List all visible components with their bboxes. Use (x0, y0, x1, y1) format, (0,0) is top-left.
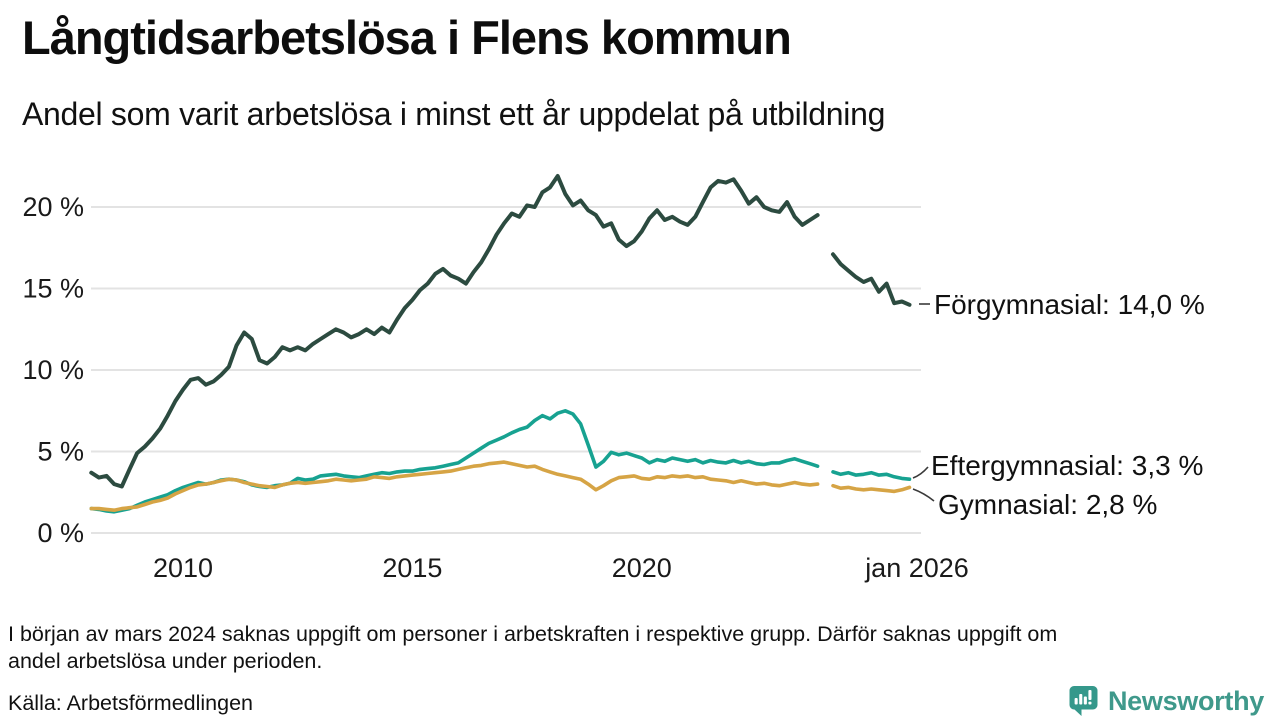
series-line-förgymnasial-seg1 (89, 174, 820, 489)
x-tick-2026: jan 2026 (864, 553, 969, 583)
newsworthy-icon (1069, 686, 1098, 716)
x-axis-labels: 2010 2015 2020 jan 2026 (153, 553, 969, 583)
y-tick-15: 15 % (22, 274, 84, 304)
y-tick-20: 20 % (22, 192, 84, 222)
series-line-eftergymnasial-seg2 (831, 470, 912, 482)
leader-line-eftergymnasial (912, 466, 929, 479)
leader-line-gymnasial (912, 488, 935, 502)
page-subtitle: Andel som varit arbetslösa i minst ett å… (22, 96, 886, 132)
series-end-labels: Förgymnasial: 14,0 % Eftergymnasial: 3,3… (931, 289, 1205, 520)
leader-lines (912, 303, 935, 502)
y-tick-0: 0 % (37, 518, 84, 548)
footnote-line-1: I början av mars 2024 saknas uppgift om … (8, 622, 1058, 646)
y-axis-labels: 0 % 5 % 10 % 15 % 20 % (22, 192, 84, 548)
series-line-eftergymnasial-seg1 (89, 408, 820, 514)
y-tick-10: 10 % (22, 355, 84, 385)
series-label-eftergymnasial: Eftergymnasial: 3,3 % (931, 450, 1203, 481)
series-line-gymnasial-seg1 (89, 460, 820, 513)
series-lines (89, 174, 912, 514)
series-line-förgymnasial-seg2 (831, 252, 912, 307)
footnote-line-2: andel arbetslösa under perioden. (8, 649, 323, 673)
x-tick-2010: 2010 (153, 553, 213, 583)
footnote: I början av mars 2024 saknas uppgift om … (8, 621, 1248, 675)
x-tick-2020: 2020 (612, 553, 672, 583)
series-line-gymnasial-seg2 (831, 483, 912, 494)
x-tick-2015: 2015 (382, 553, 442, 583)
brand-name: Newsworthy (1107, 685, 1264, 716)
series-label-forgymnasial: Förgymnasial: 14,0 % (934, 289, 1205, 320)
y-tick-5: 5 % (37, 437, 84, 467)
brand-logo: Newsworthy (1068, 685, 1264, 717)
source-note: Källa: Arbetsförmedlingen (8, 691, 254, 715)
series-label-gymnasial: Gymnasial: 2,8 % (938, 489, 1157, 520)
page-title: Långtidsarbetslösa i Flens kommun (22, 11, 792, 64)
